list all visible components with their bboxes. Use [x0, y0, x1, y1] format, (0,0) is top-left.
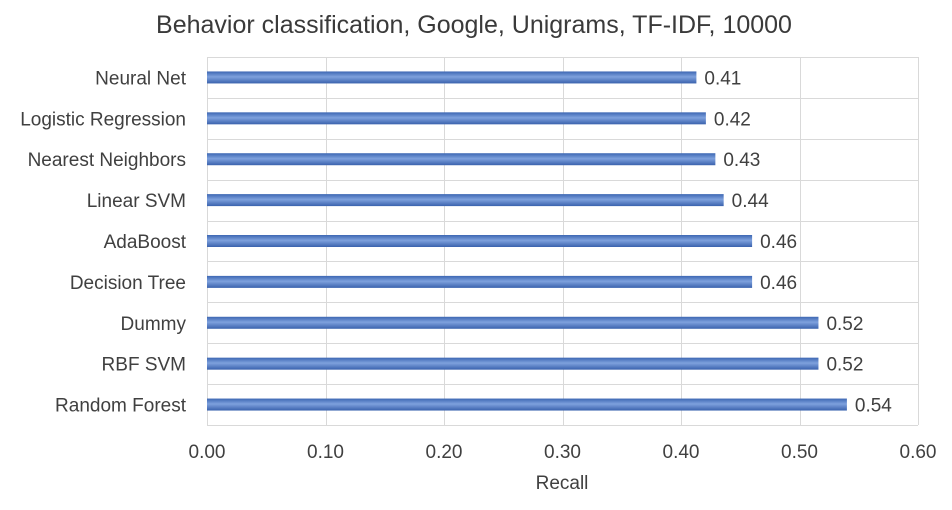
data-label: 0.52 [826, 314, 863, 335]
data-label: 0.46 [760, 232, 797, 253]
bar [207, 316, 819, 329]
category-label: Neural Net [95, 68, 187, 89]
category-label: Logistic Regression [20, 109, 186, 130]
category-label: Decision Tree [70, 273, 186, 294]
data-label: 0.52 [826, 355, 863, 376]
bar [207, 194, 724, 207]
x-tick-label: 0.20 [426, 442, 463, 463]
data-label: 0.44 [732, 191, 769, 212]
data-label: 0.54 [855, 396, 892, 417]
grid-lines [207, 57, 919, 426]
data-label: 0.43 [723, 150, 760, 171]
data-labels: 0.41 0.42 0.43 0.44 0.46 0.46 0.52 0.52 0.54 [704, 68, 892, 416]
x-tick-labels: 0.00 0.10 0.20 0.30 0.40 0.50 0.60 [189, 442, 937, 463]
bar [207, 275, 753, 288]
x-tick-label: 0.00 [189, 442, 226, 463]
chart-title: Behavior classification, Google, Unigram… [156, 11, 792, 39]
x-tick-label: 0.50 [781, 442, 818, 463]
data-label: 0.42 [714, 109, 751, 130]
bar [207, 398, 847, 411]
bar [207, 235, 753, 247]
bar [207, 71, 697, 84]
data-label: 0.46 [760, 273, 797, 294]
x-tick-label: 0.10 [307, 442, 344, 463]
category-label: Nearest Neighbors [28, 150, 186, 171]
x-tick-label: 0.60 [900, 442, 937, 463]
category-label: Linear SVM [87, 191, 186, 212]
bar [207, 112, 706, 125]
category-label: RBF SVM [102, 355, 186, 376]
category-label: Dummy [121, 314, 187, 335]
x-tick-label: 0.30 [544, 442, 581, 463]
bar [207, 153, 716, 166]
x-axis-title: Recall [536, 473, 589, 494]
data-label: 0.41 [704, 68, 741, 89]
category-labels: Neural Net Logistic Regression Nearest Nei… [20, 68, 187, 416]
bars [207, 71, 847, 411]
x-tick-label: 0.40 [663, 442, 700, 463]
category-label: AdaBoost [104, 232, 187, 253]
category-label: Random Forest [55, 396, 187, 417]
bar [207, 357, 819, 370]
